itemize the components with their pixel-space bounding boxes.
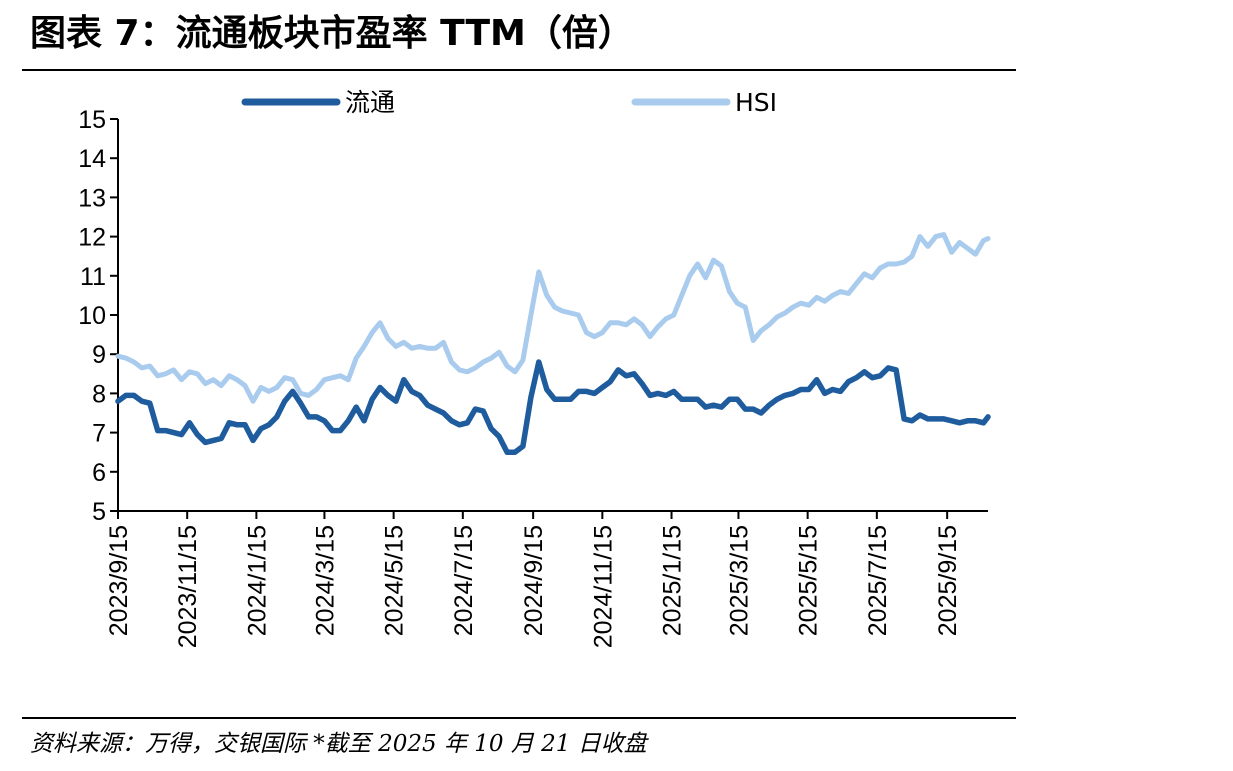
- x-tick-label: 2023/9/15: [105, 525, 133, 636]
- y-tick-label: 12: [78, 224, 106, 252]
- y-tick-label: 7: [92, 420, 106, 448]
- x-tick-label: 2025/3/15: [725, 525, 753, 636]
- source-divider: [22, 717, 1016, 719]
- x-tick-label: 2025/9/15: [934, 525, 962, 636]
- source-note: 资料来源：万得，交银国际 *截至 2025 年 10 月 21 日收盘: [30, 731, 647, 757]
- x-tick-label: 2025/5/15: [795, 525, 823, 636]
- x-tick-label: 2025/7/15: [864, 525, 892, 636]
- x-tick-label: 2024/1/15: [243, 525, 271, 636]
- y-tick-label: 14: [78, 145, 106, 173]
- series-line-liutong: [115, 359, 991, 455]
- legend: 流通 HSI: [241, 88, 777, 117]
- y-tick-label: 13: [78, 184, 106, 212]
- x-tick-label: 2024/3/15: [311, 525, 339, 636]
- y-tick-label: 9: [92, 341, 106, 369]
- y-tick-label: 8: [92, 380, 106, 408]
- x-axis: 2023/9/15 2023/11/15 2024/1/15 2024/3/15 202…: [105, 510, 988, 648]
- x-tick-label: 2024/5/15: [381, 525, 409, 636]
- legend-label: HSI: [735, 88, 777, 117]
- y-axis: 5 6 7 8 9 10 11 12 13 14 15: [78, 106, 119, 526]
- y-tick-label: 6: [92, 459, 106, 487]
- y-tick-label: 5: [92, 498, 106, 526]
- x-tick-label: 2024/9/15: [520, 525, 548, 636]
- y-tick-label: 15: [78, 106, 106, 134]
- series-line-hsi: [115, 232, 991, 404]
- title-divider: [22, 69, 1016, 71]
- x-tick-label: 2025/1/15: [659, 525, 687, 636]
- x-tick-label: 2024/7/15: [450, 525, 478, 636]
- series-lines: [115, 232, 991, 455]
- y-tick-label: 11: [80, 263, 106, 291]
- x-tick-label: 2023/11/15: [174, 525, 202, 648]
- x-tick-label: 2024/11/15: [589, 525, 617, 648]
- y-tick-label: 10: [78, 302, 106, 330]
- page-title: 图表 7：流通板块市盈率 TTM（倍）: [30, 13, 634, 54]
- legend-label: 流通: [345, 88, 395, 117]
